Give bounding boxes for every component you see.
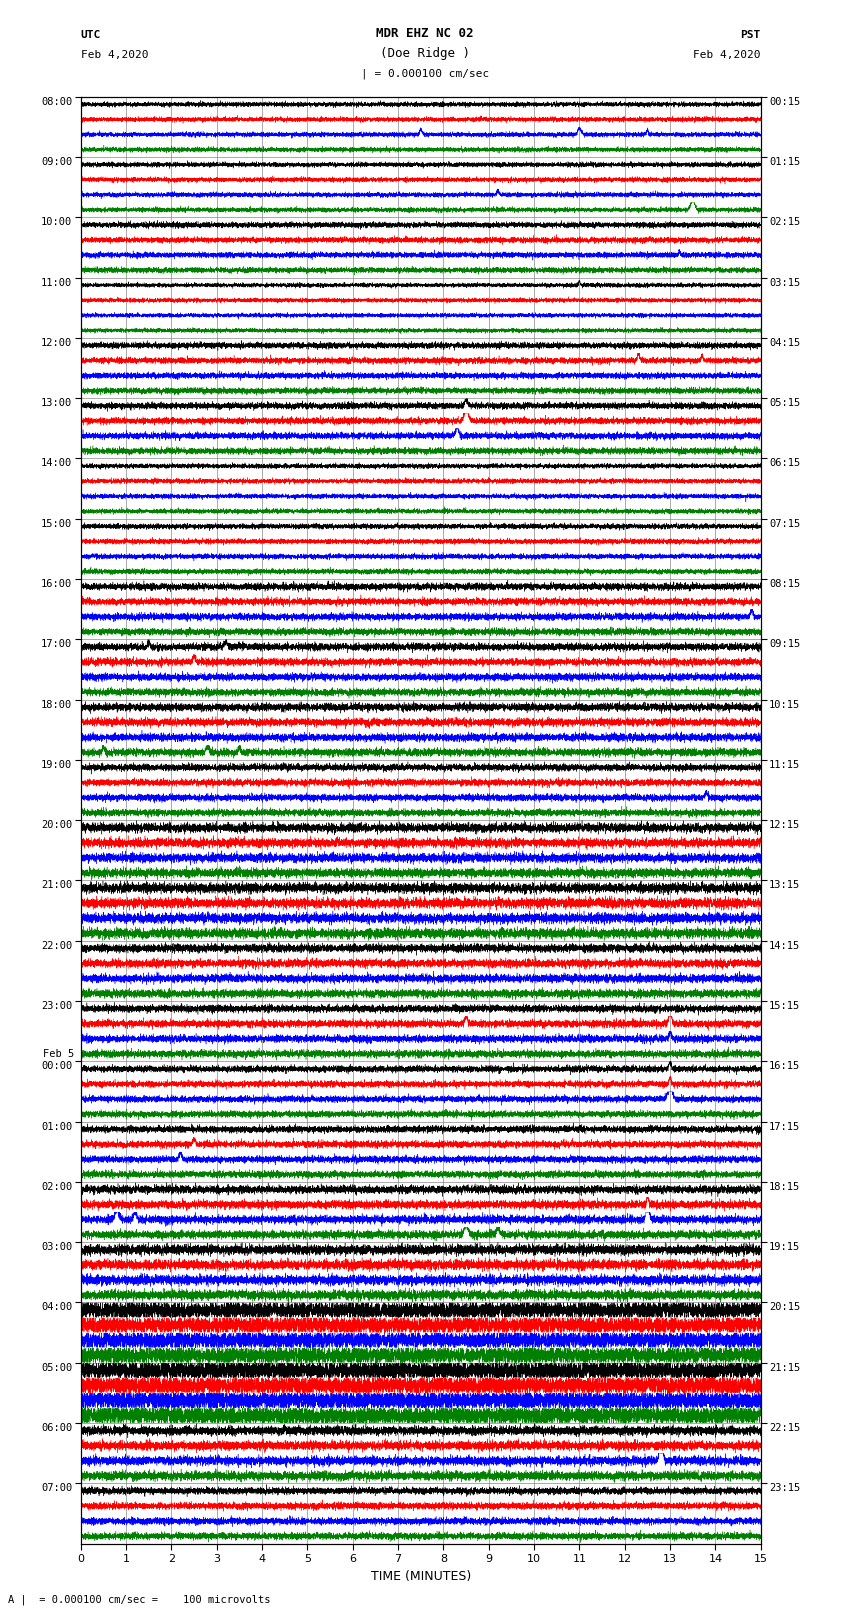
Text: (Doe Ridge ): (Doe Ridge ) [380, 47, 470, 60]
Text: Feb 5: Feb 5 [42, 1048, 74, 1058]
X-axis label: TIME (MINUTES): TIME (MINUTES) [371, 1569, 471, 1582]
Text: UTC: UTC [81, 31, 101, 40]
Text: MDR EHZ NC 02: MDR EHZ NC 02 [377, 27, 473, 40]
Text: Feb 4,2020: Feb 4,2020 [694, 50, 761, 60]
Text: A |  = 0.000100 cm/sec =    100 microvolts: A | = 0.000100 cm/sec = 100 microvolts [8, 1594, 271, 1605]
Text: Feb 4,2020: Feb 4,2020 [81, 50, 148, 60]
Text: PST: PST [740, 31, 761, 40]
Text: | = 0.000100 cm/sec: | = 0.000100 cm/sec [361, 68, 489, 79]
